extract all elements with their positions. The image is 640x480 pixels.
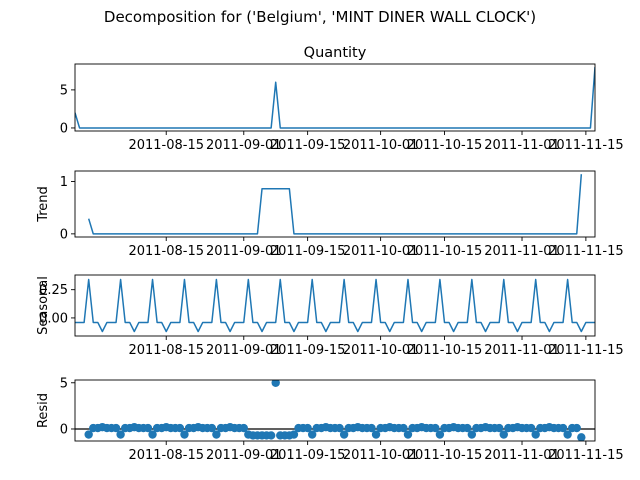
x-tick-label: 2011-11-01 <box>484 244 560 259</box>
resid-point <box>435 430 445 439</box>
resid-point <box>266 431 276 440</box>
x-tick-label: 2011-09-15 <box>270 244 346 259</box>
y-axis-label: Trend <box>36 186 51 223</box>
resid-point <box>116 430 125 439</box>
x-tick-label: 2011-11-15 <box>548 244 624 259</box>
y-tick-label: 0 <box>60 422 68 437</box>
x-tick-label: 2011-10-15 <box>407 343 483 358</box>
x-tick-label: 2011-08-15 <box>128 448 204 463</box>
x-tick-label: 2011-10-15 <box>407 138 483 153</box>
resid-point <box>175 423 185 433</box>
x-tick-label: 2011-10-01 <box>343 244 419 259</box>
y-tick-label: 5 <box>60 83 68 98</box>
x-tick-label: 2011-10-15 <box>407 448 483 463</box>
resid-point <box>563 430 572 439</box>
resid-point <box>335 423 344 433</box>
resid-point <box>431 423 440 433</box>
resid-point <box>289 430 299 439</box>
figure-title: Decomposition for ('Belgium', 'MINT DINE… <box>104 8 536 26</box>
y-tick-label: 5 <box>60 376 68 391</box>
y-tick-label: 0.00 <box>39 311 68 326</box>
resid-point <box>367 423 376 433</box>
y-tick-label: 0 <box>60 121 68 136</box>
x-tick-label: 2011-11-15 <box>548 138 624 153</box>
resid-point <box>303 423 312 433</box>
series-line <box>87 174 583 235</box>
plot-area <box>75 278 595 333</box>
resid-point <box>531 430 540 439</box>
x-tick-label: 2011-08-15 <box>128 138 204 153</box>
resid-point <box>467 430 477 439</box>
axes-frame <box>74 63 596 132</box>
y-tick-label: 1 <box>60 175 68 190</box>
y-tick-label: 0.25 <box>39 283 68 298</box>
y-tick-label: 0 <box>60 227 68 242</box>
x-tick-label: 2011-10-15 <box>407 244 483 259</box>
x-tick-label: 2011-11-01 <box>484 448 560 463</box>
resid-point <box>526 423 536 433</box>
resid-point <box>212 430 221 439</box>
resid-point <box>339 430 349 439</box>
resid-point <box>239 423 248 433</box>
resid-point <box>558 423 568 433</box>
resid-point <box>271 380 280 387</box>
resid-point <box>111 423 121 433</box>
y-axis-label: Resid <box>36 393 51 428</box>
x-tick-label: 2011-09-15 <box>270 448 346 463</box>
x-tick-label: 2011-09-01 <box>206 138 282 153</box>
x-tick-label: 2011-11-15 <box>548 343 624 358</box>
resid-point <box>577 433 586 441</box>
seasonal-line <box>75 278 595 333</box>
resid-point <box>371 430 381 439</box>
x-tick-label: 2011-09-15 <box>270 138 346 153</box>
x-tick-label: 2011-11-15 <box>548 448 624 463</box>
x-tick-label: 2011-11-01 <box>484 138 560 153</box>
plot-area <box>75 380 595 441</box>
x-tick-label: 2011-09-01 <box>206 244 282 259</box>
x-tick-label: 2011-10-01 <box>343 343 419 358</box>
panel-title: Quantity <box>304 45 367 61</box>
resid-point <box>307 430 317 439</box>
resid-point <box>403 430 413 439</box>
panel-1: Quantity 0 5 2011-08-15 2011-09-012011-09-15… <box>60 45 624 153</box>
resid-point <box>207 423 217 433</box>
resid-point <box>499 430 508 439</box>
resid-point <box>143 423 153 433</box>
plot-area <box>75 66 595 129</box>
axes-frame <box>74 379 596 442</box>
y-axis-label: Seasonal <box>36 276 51 335</box>
x-tick-label: 2011-08-15 <box>128 244 204 259</box>
axes-frame <box>74 274 596 337</box>
resid-point <box>572 423 581 433</box>
x-tick-label: 2011-10-01 <box>343 138 419 153</box>
resid-point <box>84 430 93 439</box>
resid-point <box>495 423 504 433</box>
series-line <box>75 66 595 129</box>
resid-point <box>148 430 157 439</box>
x-tick-label: 2011-10-01 <box>343 448 419 463</box>
axes-frame <box>74 170 596 238</box>
x-tick-label: 2011-09-01 <box>206 448 282 463</box>
resid-point <box>180 430 189 439</box>
resid-point <box>399 423 408 433</box>
x-tick-label: 2011-08-15 <box>128 343 204 358</box>
resid-point <box>463 423 472 433</box>
x-tick-label: 2011-09-15 <box>270 343 346 358</box>
plot-area <box>87 174 583 235</box>
x-tick-label: 2011-11-01 <box>484 343 560 358</box>
x-tick-label: 2011-09-01 <box>206 343 282 358</box>
